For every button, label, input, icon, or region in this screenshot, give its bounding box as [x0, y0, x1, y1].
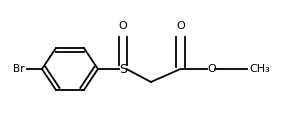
- Text: CH₃: CH₃: [250, 64, 270, 74]
- Text: O: O: [176, 21, 185, 31]
- Text: O: O: [207, 64, 216, 74]
- Text: S: S: [119, 63, 127, 75]
- Text: Br: Br: [13, 64, 25, 74]
- Text: O: O: [119, 21, 127, 31]
